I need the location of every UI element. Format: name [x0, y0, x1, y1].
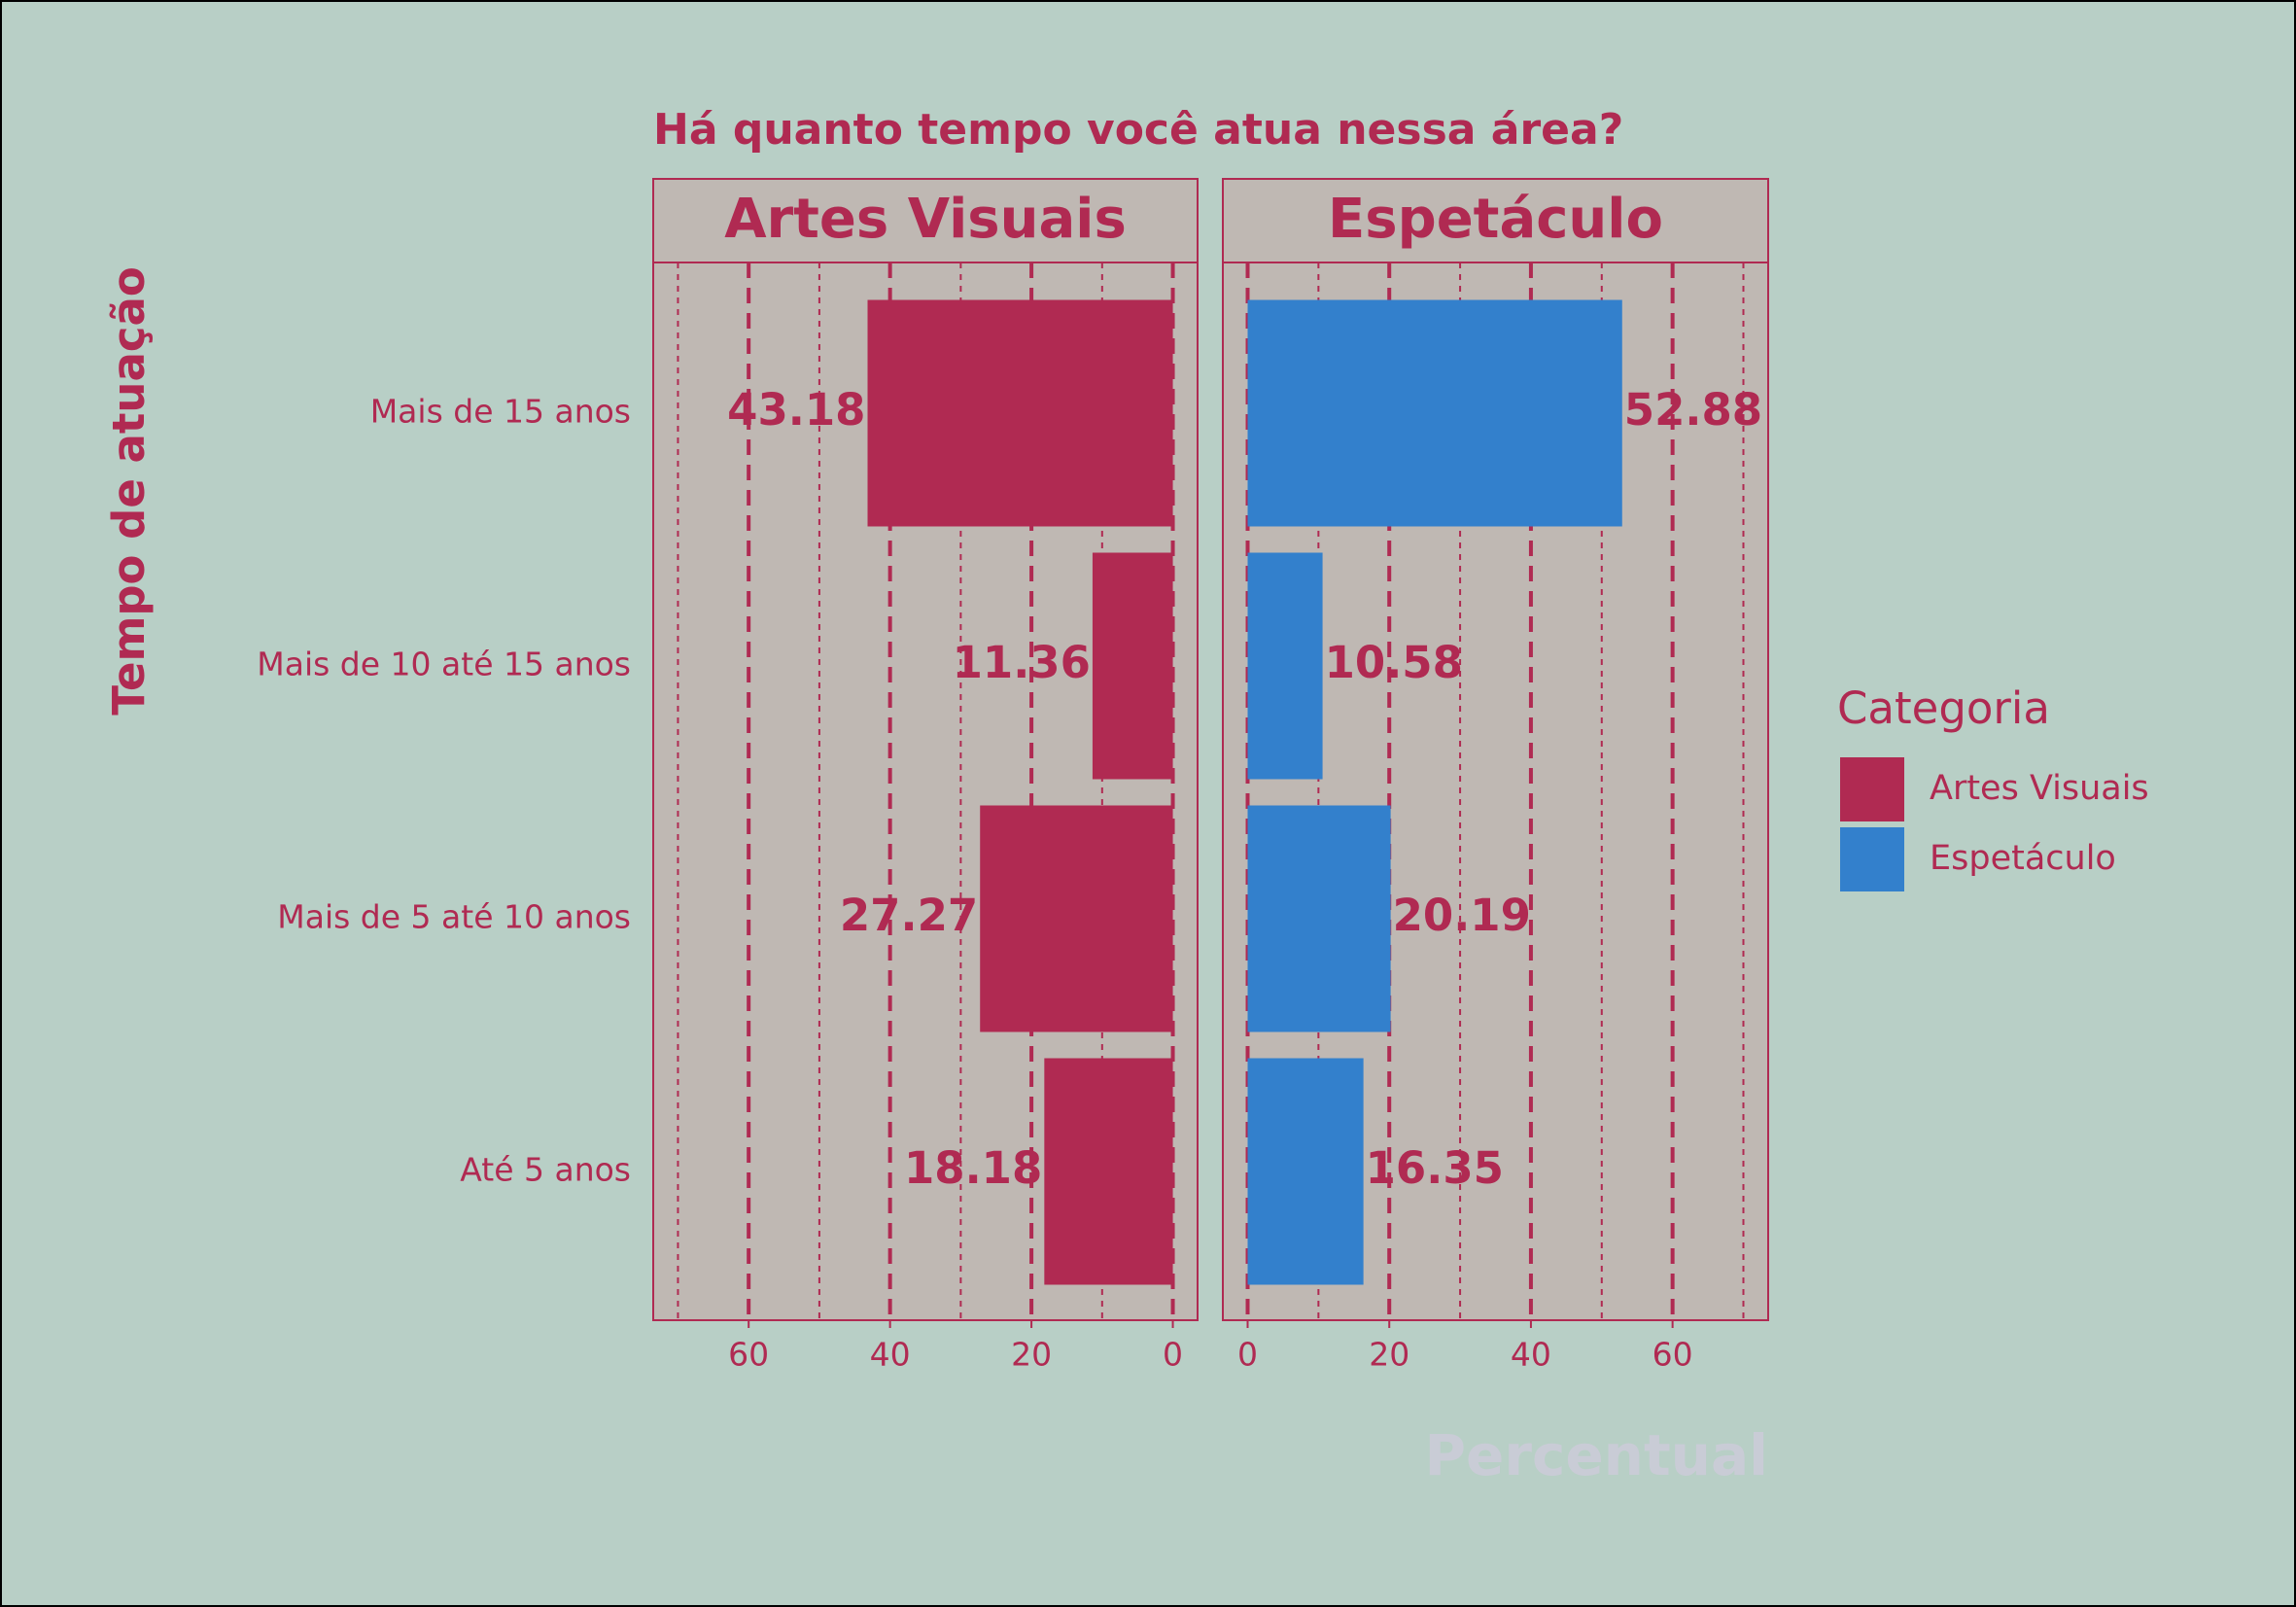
facet-label: Artes Visuais [724, 188, 1127, 251]
chart-title: Há quanto tempo você atua nessa área? [653, 105, 1623, 155]
value-label: 27.27 [840, 890, 978, 941]
facet-label: Espetáculo [1328, 188, 1663, 251]
strip [1222, 178, 1769, 263]
value-label: 10.58 [1325, 637, 1463, 688]
panel-border [652, 262, 1199, 1321]
value-label: 20.19 [1393, 890, 1531, 941]
legend-swatch [1840, 827, 1904, 891]
bar [1092, 552, 1173, 780]
bar [1247, 1058, 1364, 1285]
x-tick-label: 0 [1237, 1336, 1258, 1374]
legend-title: Categoria [1837, 682, 2050, 734]
x-tick-label: 60 [1652, 1336, 1693, 1374]
x-axis-label: Percentual [1425, 1422, 1769, 1488]
bar [1247, 552, 1323, 780]
x-tick-label: 0 [1163, 1336, 1183, 1374]
legend-label: Espetáculo [1930, 839, 2116, 878]
panel-border [1222, 262, 1769, 1321]
value-label: 43.18 [727, 384, 865, 436]
x-tick-label: 20 [1011, 1336, 1052, 1374]
y-axis-label: Tempo de atuação [103, 266, 155, 716]
y-tick-label: Mais de 5 até 10 anos [277, 898, 631, 936]
legend-swatch [1840, 757, 1904, 821]
bar [1044, 1058, 1173, 1285]
x-tick-label: 40 [1511, 1336, 1551, 1374]
bar [980, 805, 1173, 1032]
value-label: 16.35 [1366, 1142, 1504, 1194]
x-tick-label: 20 [1369, 1336, 1409, 1374]
strip [652, 178, 1199, 263]
value-label: 18.18 [904, 1142, 1042, 1194]
value-label: 52.88 [1624, 384, 1762, 436]
y-tick-label: Mais de 10 até 15 anos [257, 646, 631, 683]
value-label: 11.36 [953, 637, 1091, 688]
legend-label: Artes Visuais [1930, 769, 2149, 808]
x-tick-label: 40 [870, 1336, 911, 1374]
x-tick-label: 60 [728, 1336, 769, 1374]
y-tick-label: Mais de 15 anos [370, 393, 631, 431]
y-tick-label: Até 5 anos [460, 1151, 631, 1189]
bar [1247, 805, 1391, 1032]
bar [867, 299, 1173, 527]
bar [1247, 299, 1622, 527]
